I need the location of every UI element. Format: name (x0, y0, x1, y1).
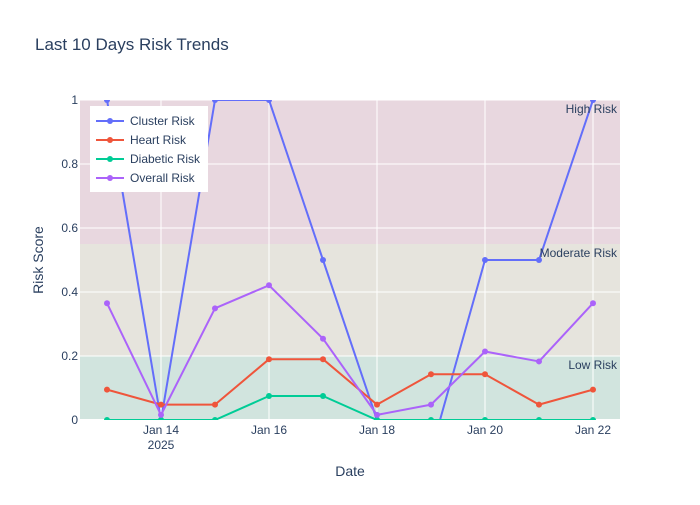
x-tick-label: Jan 14 (143, 423, 179, 437)
legend-item: Heart Risk (96, 133, 187, 147)
data-point (590, 300, 596, 307)
data-point (428, 371, 434, 378)
chart-title: Last 10 Days Risk Trends (35, 35, 229, 54)
band-label: Low Risk (568, 358, 618, 372)
legend-label: Diabetic Risk (130, 152, 201, 166)
data-point (590, 417, 596, 420)
data-point (104, 300, 110, 307)
series-line (106, 284, 594, 416)
data-point (374, 417, 380, 420)
data-point (320, 356, 326, 363)
data-point (212, 401, 218, 408)
y-tick-label: 0.8 (61, 157, 78, 171)
series-layer (104, 100, 596, 455)
series-line (106, 100, 594, 420)
data-point (590, 386, 596, 393)
data-point (590, 100, 596, 103)
data-point (374, 401, 380, 408)
data-point (320, 335, 326, 342)
y-tick-label: 1 (71, 93, 78, 107)
data-point (158, 411, 164, 418)
data-point (212, 417, 218, 420)
data-point (212, 305, 218, 312)
y-tick-label: 0.4 (61, 285, 78, 299)
data-point (158, 401, 164, 408)
data-point (536, 401, 542, 408)
y-axis-title: Risk Score (30, 226, 46, 294)
x-axis-title: Date (335, 463, 365, 479)
data-point (320, 393, 326, 399)
legend-marker (107, 118, 113, 124)
data-point (482, 371, 488, 378)
data-point (428, 401, 434, 408)
data-point (374, 411, 380, 418)
y-tick-label: 0.2 (61, 349, 78, 363)
legend: Cluster Risk Heart Risk Diabetic Risk Overa… (90, 106, 208, 192)
band-label: High Risk (566, 102, 618, 116)
data-point (266, 356, 272, 363)
y-tick-label: 0 (71, 413, 78, 427)
legend-label: Cluster Risk (130, 114, 196, 128)
legend-label: Overall Risk (130, 171, 196, 185)
data-point (104, 417, 110, 420)
series-group (104, 356, 596, 408)
data-point (320, 257, 326, 263)
data-point (266, 393, 272, 399)
legend-label: Heart Risk (130, 133, 187, 147)
legend-marker (107, 175, 113, 181)
data-point (212, 100, 218, 103)
x-tick-label: Jan 20 (467, 423, 503, 437)
series-line (107, 395, 593, 420)
legend-item: Overall Risk (96, 171, 196, 185)
data-point (104, 386, 110, 393)
data-point (536, 358, 542, 365)
x-tick-label: Jan 22 (575, 423, 611, 437)
legend-item: Diabetic Risk (96, 152, 201, 166)
legend-marker (107, 156, 113, 162)
x-tick-sublabel: 2025 (148, 438, 175, 452)
data-point (536, 257, 542, 263)
data-point (482, 417, 488, 420)
data-point (482, 348, 488, 355)
y-axis-ticks: 0 0.2 0.4 0.6 0.8 1 (61, 93, 78, 427)
band-label: Moderate Risk (540, 246, 618, 260)
band-labels: Low Risk Moderate Risk High Risk (540, 102, 618, 372)
series-line (106, 358, 594, 406)
data-point (482, 257, 488, 263)
data-point (266, 100, 272, 103)
data-point (158, 417, 164, 420)
y-tick-label: 0.6 (61, 221, 78, 235)
series-group (104, 393, 596, 420)
data-point (428, 449, 434, 455)
data-point (428, 417, 434, 420)
legend-marker (107, 137, 113, 143)
data-point (536, 417, 542, 420)
series-group (104, 282, 596, 418)
x-tick-label: Jan 16 (251, 423, 287, 437)
legend-item: Cluster Risk (96, 114, 196, 128)
x-tick-label: Jan 18 (359, 423, 395, 437)
data-point (104, 100, 110, 103)
data-point (266, 282, 272, 289)
